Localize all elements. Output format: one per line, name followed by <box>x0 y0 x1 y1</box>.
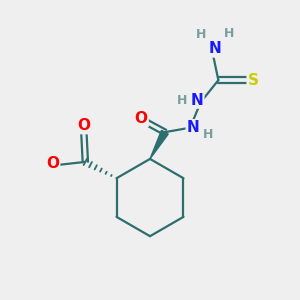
Text: H: H <box>224 27 234 40</box>
Text: N: N <box>209 41 222 56</box>
Text: O: O <box>77 118 90 133</box>
Text: H: H <box>44 158 54 170</box>
Text: O: O <box>46 157 59 172</box>
Text: N: N <box>190 93 203 108</box>
Text: H: H <box>177 94 187 106</box>
Text: H: H <box>203 128 213 141</box>
Text: S: S <box>248 73 259 88</box>
Text: H: H <box>196 28 206 41</box>
Text: N: N <box>187 120 200 135</box>
Text: O: O <box>135 111 148 126</box>
Polygon shape <box>150 130 168 159</box>
